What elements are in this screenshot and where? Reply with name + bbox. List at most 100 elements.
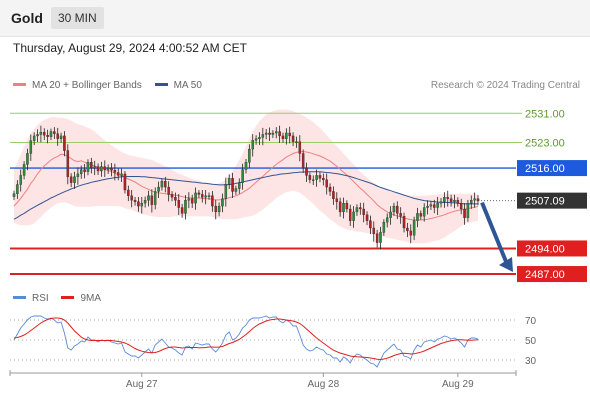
candle-down <box>164 181 167 188</box>
candle-down <box>113 170 117 173</box>
candle-up <box>244 162 248 170</box>
candle-up <box>73 176 76 183</box>
rsi-ma-swatch <box>61 295 75 299</box>
forecast-arrow-shaft <box>480 201 509 265</box>
candle-up <box>76 173 80 177</box>
candle-up <box>93 166 96 169</box>
candle-up <box>16 184 19 194</box>
candle-up <box>412 220 416 236</box>
candle-up <box>311 179 315 181</box>
candle-down <box>96 166 100 172</box>
candle-up <box>275 131 278 134</box>
candle-up <box>19 175 22 185</box>
candle-down <box>338 201 342 213</box>
ma50-line <box>13 171 478 220</box>
candle-down <box>46 135 49 137</box>
candle-up <box>22 164 26 176</box>
candle-down <box>177 200 181 208</box>
legend-rsi-ma: 9MA <box>61 293 101 304</box>
candle-down <box>345 203 349 210</box>
rsi-ma-line <box>13 317 479 361</box>
last-price-box <box>517 192 587 209</box>
candle-down <box>446 197 449 199</box>
candle-down <box>365 214 369 221</box>
candle-down <box>116 172 120 176</box>
rsi-legend: RSI 9MA <box>13 293 111 304</box>
candle-up <box>238 182 241 189</box>
candle-up <box>234 188 238 192</box>
source-credit: Research © 2024 Trading Central <box>430 80 580 91</box>
candle-down <box>335 198 339 202</box>
candle-down <box>211 195 214 207</box>
candle-down <box>127 189 130 196</box>
levels-layer: 2531.00 2523.00 2516.00 2507.09 2494.00 2487.… <box>10 108 587 283</box>
candle-down <box>476 198 480 202</box>
instrument-title: Gold <box>11 10 43 26</box>
rsi-swatch <box>13 295 26 299</box>
candle-down <box>449 198 453 202</box>
price-legend: MA 20 + Bollinger Bands MA 50 <box>13 80 212 91</box>
candle-down <box>459 203 463 210</box>
candle-down <box>359 207 362 210</box>
time-axis: Aug 27 Aug 28 Aug 29 <box>9 370 517 390</box>
candle-up <box>153 191 157 205</box>
x-tick-label: Aug 28 <box>307 379 339 390</box>
candle-down <box>409 230 413 236</box>
last-price-label: 2507.09 <box>525 196 565 208</box>
candle-down <box>318 175 322 179</box>
candle-down <box>90 162 93 169</box>
candle-up <box>248 148 251 163</box>
legend-ma50-label: MA 50 <box>173 80 202 91</box>
candle-down <box>150 195 154 205</box>
bollinger-band-area <box>14 109 478 244</box>
candle-up <box>271 132 275 135</box>
candle-up <box>473 198 476 201</box>
candle-up <box>49 131 53 137</box>
level-label-pivot: 2516.00 <box>525 163 565 175</box>
candle-up <box>355 207 359 213</box>
candle-up <box>86 162 90 172</box>
candle-down <box>399 213 402 217</box>
candle-down <box>325 179 328 188</box>
candle-up <box>443 197 446 202</box>
candle-up <box>416 213 419 221</box>
legend-rsi-ma-label: 9MA <box>80 293 102 304</box>
candle-up <box>204 195 207 198</box>
candle-up <box>453 200 456 202</box>
candle-up <box>382 222 386 233</box>
candle-down <box>291 135 295 142</box>
legend-rsi-label: RSI <box>32 293 49 304</box>
candle-up <box>241 169 244 183</box>
candle-up <box>422 207 426 217</box>
forecast-arrow-head <box>499 257 513 273</box>
candle-up <box>100 166 103 172</box>
candle-down <box>83 169 86 172</box>
rsi-panel: 70 50 30 <box>10 315 537 368</box>
candle-up <box>227 178 231 185</box>
candle-down <box>372 227 376 234</box>
candle-up <box>224 184 228 199</box>
candle-down <box>332 191 335 199</box>
candle-down <box>456 200 460 204</box>
x-tick-label: Aug 27 <box>126 379 158 390</box>
timeframe-badge[interactable]: 30 MIN <box>51 7 104 29</box>
rsi-tick-label: 50 <box>525 336 537 347</box>
candle-down <box>278 131 281 137</box>
candle-down <box>288 132 291 137</box>
candle-up <box>160 181 164 188</box>
candle-down <box>197 192 201 195</box>
candle-up <box>106 167 110 170</box>
rsi-line <box>13 315 479 368</box>
candle-down <box>328 186 332 192</box>
candle-up <box>147 195 150 201</box>
candles-layer <box>12 125 480 250</box>
header-bar: Gold 30 MIN <box>0 0 590 37</box>
candle-down <box>231 178 234 192</box>
candle-up <box>429 204 433 207</box>
candle-up <box>342 203 345 213</box>
candle-up <box>264 132 268 135</box>
candle-up <box>143 200 147 204</box>
candle-down <box>301 153 305 169</box>
level-label-resistance: 2523.00 <box>525 138 565 150</box>
candle-down <box>110 167 113 171</box>
